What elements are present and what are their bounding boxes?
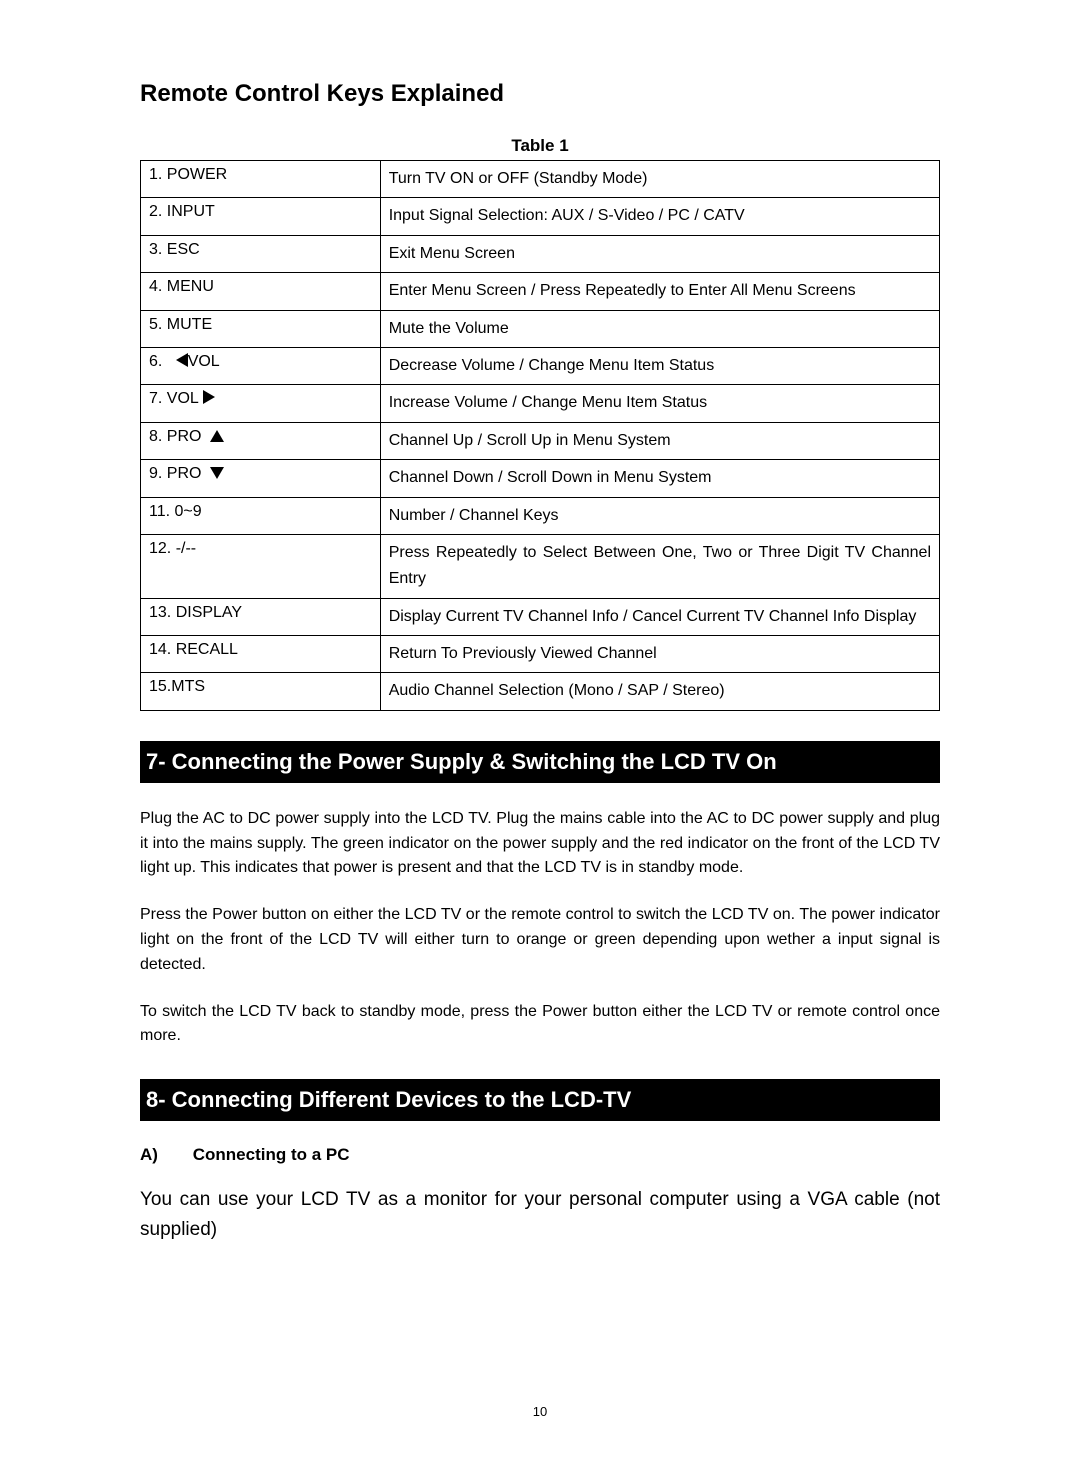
section-7-heading: 7- Connecting the Power Supply & Switchi… — [140, 741, 940, 783]
section-8-para-1: You can use your LCD TV as a monitor for… — [140, 1185, 940, 1244]
desc-cell: Number / Channel Keys — [380, 497, 939, 534]
section-8-heading: 8- Connecting Different Devices to the L… — [140, 1079, 940, 1121]
table-row: 3. ESCExit Menu Screen — [141, 235, 940, 272]
sub-heading-title: Connecting to a PC — [193, 1145, 350, 1164]
key-cell: 5. MUTE — [141, 310, 381, 347]
table-row: 1. POWERTurn TV ON or OFF (Standby Mode) — [141, 161, 940, 198]
arrow-up-icon — [210, 430, 224, 442]
desc-cell: Turn TV ON or OFF (Standby Mode) — [380, 161, 939, 198]
desc-cell: Display Current TV Channel Info / Cancel… — [380, 598, 939, 635]
desc-cell: Mute the Volume — [380, 310, 939, 347]
key-cell: 13. DISPLAY — [141, 598, 381, 635]
key-cell: 4. MENU — [141, 273, 381, 310]
table-row: 8. PRO Channel Up / Scroll Up in Menu Sy… — [141, 422, 940, 459]
key-cell: 1. POWER — [141, 161, 381, 198]
table-row: 15.MTSAudio Channel Selection (Mono / SA… — [141, 673, 940, 710]
table-row: 12. -/--Press Repeatedly to Select Betwe… — [141, 534, 940, 598]
section-7-para-1: Plug the AC to DC power supply into the … — [140, 807, 940, 881]
desc-cell: Input Signal Selection: AUX / S-Video / … — [380, 198, 939, 235]
table-row: 5. MUTEMute the Volume — [141, 310, 940, 347]
desc-cell: Decrease Volume / Change Menu Item Statu… — [380, 347, 939, 384]
table-row: 13. DISPLAYDisplay Current TV Channel In… — [141, 598, 940, 635]
desc-cell: Channel Down / Scroll Down in Menu Syste… — [380, 460, 939, 497]
key-cell: 7. VOL — [141, 385, 381, 422]
key-cell: 8. PRO — [141, 422, 381, 459]
sub-heading-label: A) — [140, 1145, 188, 1165]
section-7-para-3: To switch the LCD TV back to standby mod… — [140, 1000, 940, 1050]
section-8-sub-heading: A) Connecting to a PC — [140, 1145, 940, 1165]
table-row: 9. PRO Channel Down / Scroll Down in Men… — [141, 460, 940, 497]
section-7-para-2: Press the Power button on either the LCD… — [140, 903, 940, 977]
key-cell: 11. 0~9 — [141, 497, 381, 534]
table-caption: Table 1 — [140, 136, 940, 156]
table-row: 2. INPUTInput Signal Selection: AUX / S-… — [141, 198, 940, 235]
key-cell: 12. -/-- — [141, 534, 381, 598]
key-cell: 14. RECALL — [141, 636, 381, 673]
arrow-right-icon — [203, 390, 215, 404]
desc-cell: Return To Previously Viewed Channel — [380, 636, 939, 673]
table-row: 14. RECALLReturn To Previously Viewed Ch… — [141, 636, 940, 673]
table-row: 6. VOLDecrease Volume / Change Menu Item… — [141, 347, 940, 384]
desc-cell: Channel Up / Scroll Up in Menu System — [380, 422, 939, 459]
remote-keys-table: 1. POWERTurn TV ON or OFF (Standby Mode)… — [140, 160, 940, 711]
key-cell: 2. INPUT — [141, 198, 381, 235]
arrow-down-icon — [210, 467, 224, 479]
page-number: 10 — [140, 1404, 940, 1419]
key-cell: 15.MTS — [141, 673, 381, 710]
table-row: 4. MENUEnter Menu Screen / Press Repeate… — [141, 273, 940, 310]
key-cell: 9. PRO — [141, 460, 381, 497]
arrow-left-icon — [176, 353, 188, 367]
page-title: Remote Control Keys Explained — [140, 80, 940, 108]
desc-cell: Audio Channel Selection (Mono / SAP / St… — [380, 673, 939, 710]
desc-cell: Enter Menu Screen / Press Repeatedly to … — [380, 273, 939, 310]
table-row: 7. VOL Increase Volume / Change Menu Ite… — [141, 385, 940, 422]
key-cell: 3. ESC — [141, 235, 381, 272]
key-cell: 6. VOL — [141, 347, 381, 384]
desc-cell: Press Repeatedly to Select Between One, … — [380, 534, 939, 598]
manual-page: Remote Control Keys Explained Table 1 1.… — [0, 0, 1080, 1479]
desc-cell: Exit Menu Screen — [380, 235, 939, 272]
desc-cell: Increase Volume / Change Menu Item Statu… — [380, 385, 939, 422]
table-row: 11. 0~9Number / Channel Keys — [141, 497, 940, 534]
